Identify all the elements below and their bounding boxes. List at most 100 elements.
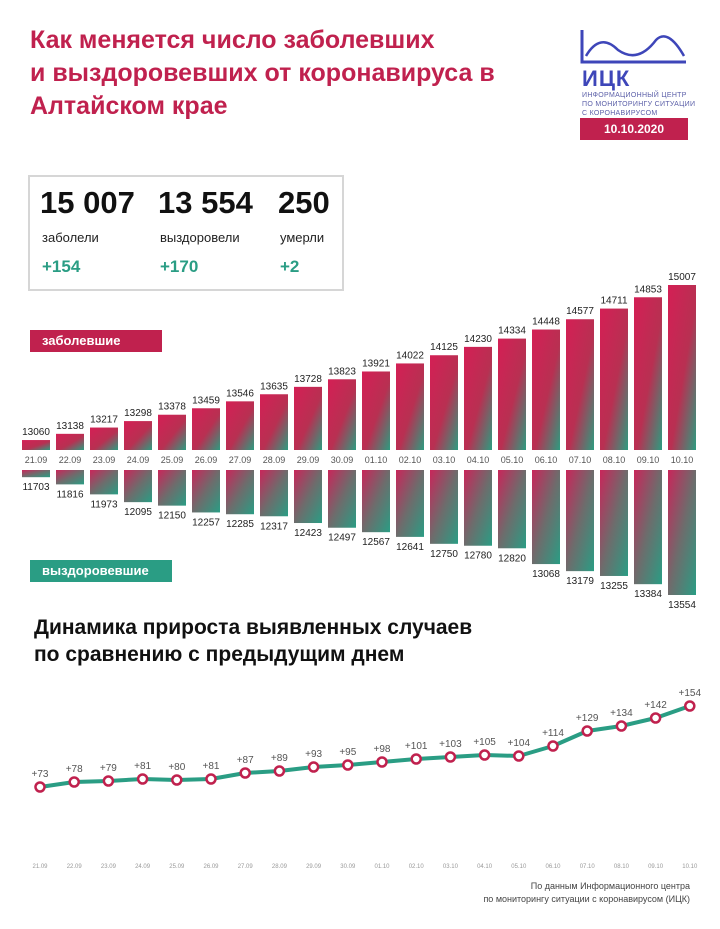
line-point-label: +154 [679,688,702,699]
bar-date-label: 29.09 [297,455,320,465]
bar-sick-label: 15007 [668,272,696,283]
line-point-label: +129 [576,713,599,724]
bar-date-label: 02.10 [399,455,422,465]
bar-sick [668,285,696,450]
bar-recovered [600,470,628,576]
line-point-label: +98 [374,744,391,755]
section-title: Динамика прироста выявленных случаев по … [34,614,472,668]
bar-date-label: 08.10 [603,455,626,465]
bar-sick [532,329,560,450]
line-date-label: 05.10 [511,864,527,870]
bar-sick-label: 13728 [294,374,322,385]
bar-recovered [192,470,220,513]
bar-sick [362,371,390,450]
bar-date-label: 30.09 [331,455,354,465]
bar-sick [158,414,186,450]
legend-sick: заболевшие [30,330,162,352]
bar-recovered [124,470,152,503]
bar-recovered [634,470,662,585]
bar-sick-label: 13378 [158,402,186,413]
bar-date-label: 21.09 [25,455,48,465]
line-date-label: 24.09 [135,864,151,870]
bar-recovered-label: 12641 [396,542,424,553]
stat-value: 13 554 [158,185,253,220]
bar-sick [260,394,288,450]
logo-text-line: ПО МОНИТОРИНГУ СИТУАЦИИ [582,101,696,108]
bar-recovered [498,470,526,549]
bar-recovered-label: 12497 [328,533,356,544]
stat-delta: +2 [280,257,300,276]
line-date-label: 25.09 [169,864,185,870]
title-line: Алтайском крае [30,92,228,120]
bar-recovered-label: 12095 [124,507,152,518]
line-point [581,725,593,737]
bar-date-label: 10.10 [671,455,694,465]
line-point-label: +103 [439,739,462,750]
bar-recovered-label: 11973 [90,499,118,510]
line-point [478,749,491,761]
line-point-label: +81 [134,761,151,772]
line-date-label: 22.09 [67,864,83,870]
line-point-label: +73 [32,769,49,780]
bar-recovered [532,470,560,565]
line-date-label: 08.10 [614,864,630,870]
line-point [205,773,217,785]
line-point [615,720,628,732]
bar-recovered-label: 12820 [498,553,526,564]
source-line: По данным Информационного центра [530,881,690,891]
bar-sick-label: 14125 [430,342,458,353]
line-date-label: 09.10 [648,864,664,870]
bar-date-label: 01.10 [365,455,388,465]
bar-date-label: 09.10 [637,455,660,465]
bar-sick [396,363,424,450]
bar-sick-label: 13635 [260,381,288,392]
section-title-line: по сравнению с предыдущим днем [34,643,405,666]
title-line: Как меняется число заболевших [30,26,435,54]
line-point-label: +105 [473,737,496,748]
bar-sick [600,308,628,450]
line-point-label: +87 [237,755,254,766]
stat-value: 15 007 [40,185,135,220]
bar-sick [566,319,594,450]
bar-sick [226,401,254,450]
line-date-label: 10.10 [682,864,698,870]
bar-date-label: 04.10 [467,455,490,465]
bar-recovered-label: 13068 [532,569,560,580]
bar-sick-label: 14448 [532,317,560,328]
title-line: и выздоровевших от коронавируса в [30,59,495,87]
line-point-label: +95 [339,747,356,758]
line-point-label: +114 [542,728,564,739]
logo-text-line: ИНФОРМАЦИОННЫЙ ЦЕНТР [582,92,687,99]
bar-sick-label: 13298 [124,408,152,419]
logo-text-line: С КОРОНАВИРУСОМ [582,110,658,117]
bar-recovered-label: 12423 [294,528,322,539]
line-point [410,753,422,765]
bar-sick [90,427,118,450]
line-date-label: 03.10 [443,864,459,870]
logo-mark-icon [580,30,686,64]
line-point [273,765,286,777]
bar-recovered-label: 13384 [634,589,662,600]
bar-sick-label: 13138 [56,421,84,432]
bar-sick [192,408,220,450]
bar-sick-label: 14230 [464,334,492,345]
line-point [239,767,251,779]
bar-recovered-label: 12780 [464,551,492,562]
bar-sick [56,433,84,450]
line-point-label: +134 [610,708,633,719]
bar-recovered-label: 11816 [56,489,84,500]
bar-date-label: 28.09 [263,455,286,465]
bar-recovered [294,470,322,524]
bar-recovered [90,470,118,495]
source-line: по мониторингу ситуации с коронавирусом … [483,894,690,904]
bar-sick [328,379,356,450]
line-point [513,750,525,762]
bar-sick-label: 13459 [192,395,220,406]
bar-recovered [328,470,356,528]
bar-date-label: 07.10 [569,455,592,465]
bar-date-label: 22.09 [59,455,82,465]
bar-recovered-label: 12317 [260,521,288,532]
stat-label: умерли [280,230,325,245]
bar-recovered [464,470,492,546]
bar-sick-label: 13921 [362,358,390,369]
